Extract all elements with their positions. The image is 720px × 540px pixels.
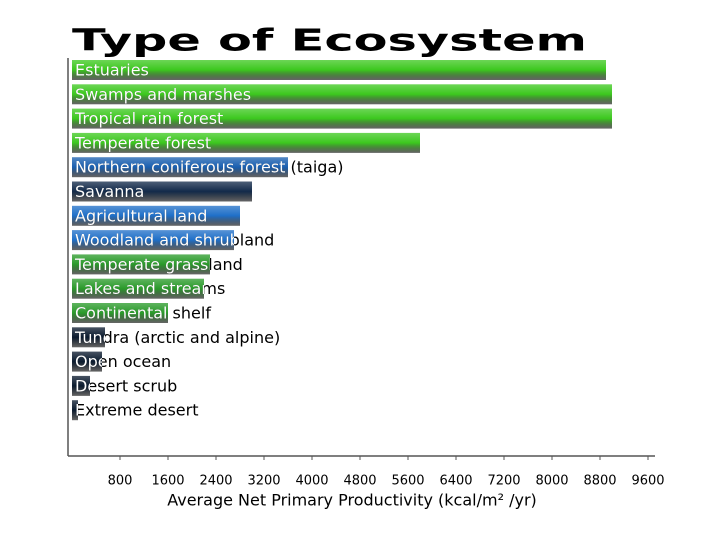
bar-label: Extreme desert [75, 401, 198, 420]
x-tick-label: 3200 [247, 474, 280, 489]
bar-label: Open ocean [75, 352, 171, 371]
x-tick-label: 7200 [487, 474, 520, 489]
bar-label-overlay: Extreme desert [75, 401, 198, 420]
bar-label-overlay: Open ocean [75, 352, 171, 371]
x-tick-label: 4000 [295, 474, 328, 489]
bar-label-overlay: Woodland and shrubland [75, 231, 274, 250]
bar-label-overlay: Savanna [75, 182, 144, 201]
x-axis-label: Average Net Primary Productivity (kcal/m… [167, 491, 537, 510]
x-tick-label: 8800 [583, 474, 616, 489]
x-tick-label: 4800 [343, 474, 376, 489]
bar [72, 205, 240, 226]
bar-label-overlay: Lakes and streams [75, 279, 225, 298]
bar [72, 254, 210, 275]
bar-label-overlay: Continental shelf [75, 304, 211, 323]
bar-label-overlay: Tundra (arctic and alpine) [74, 328, 280, 347]
bar-label-overlay: Temperate grassland [74, 255, 243, 274]
bar [72, 278, 204, 299]
bar-label: Agricultural land [75, 206, 207, 225]
bar [72, 375, 90, 396]
x-tick-label: 8000 [535, 474, 568, 489]
chart-title: Type of Ecosystem [72, 24, 587, 59]
bar [72, 351, 102, 372]
bar-label: Estuaries [75, 61, 149, 80]
bar [72, 108, 612, 129]
bar-label: Northern coniferous forest (taiga) [75, 158, 344, 177]
x-tick-label: 2400 [199, 474, 232, 489]
x-tick-label: 5600 [391, 474, 424, 489]
x-tick-label: 800 [108, 474, 133, 489]
bar-label: Tundra (arctic and alpine) [74, 328, 280, 347]
bar-label-overlay: Temperate forest [74, 133, 211, 152]
bar-label: Savanna [75, 182, 144, 201]
bar-label: Temperate forest [74, 133, 211, 152]
bar-label: Desert scrub [75, 376, 177, 395]
bar-label-overlay: Tropical rain forest [74, 109, 223, 128]
bar [72, 400, 78, 421]
bar-label-overlay: Estuaries [75, 61, 149, 80]
x-tick-label: 6400 [439, 474, 472, 489]
bar-label: Continental shelf [75, 304, 211, 323]
bar [72, 157, 288, 178]
bar [72, 230, 234, 251]
bar-label: Swamps and marshes [75, 85, 251, 104]
x-tick-label: 1600 [151, 474, 184, 489]
bar [72, 84, 612, 105]
bar-label-overlay: Agricultural land [75, 206, 207, 225]
bar [72, 327, 105, 348]
bar [72, 132, 420, 153]
bar [72, 60, 606, 80]
bar-label-overlay: Northern coniferous forest (taiga) [75, 158, 344, 177]
bar-label-overlay: Swamps and marshes [75, 85, 251, 104]
bar-label: Temperate grassland [74, 255, 243, 274]
bar-label: Lakes and streams [75, 279, 225, 298]
bar-label: Tropical rain forest [74, 109, 223, 128]
x-tick-label: 9600 [631, 474, 664, 489]
bar-label: Woodland and shrubland [75, 231, 274, 250]
bar [72, 181, 252, 202]
bar [72, 303, 168, 323]
bar-label-overlay: Desert scrub [75, 376, 177, 395]
